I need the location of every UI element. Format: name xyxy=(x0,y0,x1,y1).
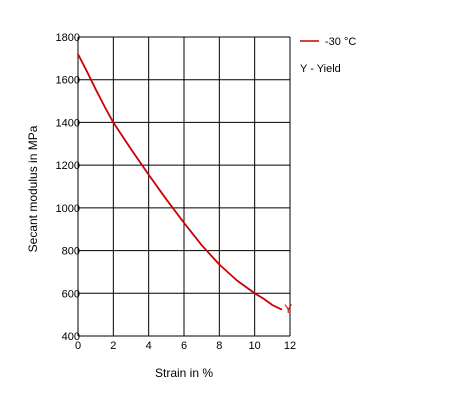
legend: -30 °C Y - Yield xyxy=(300,36,356,75)
legend-yield-label: Y - Yield xyxy=(300,63,341,75)
x-tick-label: 8 xyxy=(216,340,222,352)
series-line xyxy=(77,53,283,311)
grid xyxy=(77,36,291,337)
y-tick-label: 1200 xyxy=(56,160,80,172)
x-tick-label: 0 xyxy=(75,340,81,352)
x-axis-title: Strain in % xyxy=(155,366,213,380)
x-tick-label: 4 xyxy=(146,340,152,352)
y-tick-label: 1800 xyxy=(56,32,80,44)
legend-series-label: -30 °C xyxy=(325,36,356,48)
yield-marker: Y xyxy=(284,302,292,316)
y-tick-label: 1400 xyxy=(56,117,80,129)
tick-labels: 0 2 4 6 8 10 12 400 600 800 1000 1200 1400 1600 1800 xyxy=(56,32,297,352)
y-tick-label: 1000 xyxy=(56,203,80,215)
series-layer: Y xyxy=(77,53,292,316)
x-tick-label: 2 xyxy=(110,340,116,352)
y-axis-title: Secant modulus in MPa xyxy=(26,125,40,252)
y-tick-label: 400 xyxy=(62,331,80,343)
y-tick-label: 1600 xyxy=(56,75,80,87)
x-tick-label: 12 xyxy=(284,340,296,352)
y-tick-label: 600 xyxy=(62,288,80,300)
y-tick-label: 800 xyxy=(62,246,80,258)
x-tick-label: 10 xyxy=(249,340,261,352)
x-tick-label: 6 xyxy=(181,340,187,352)
